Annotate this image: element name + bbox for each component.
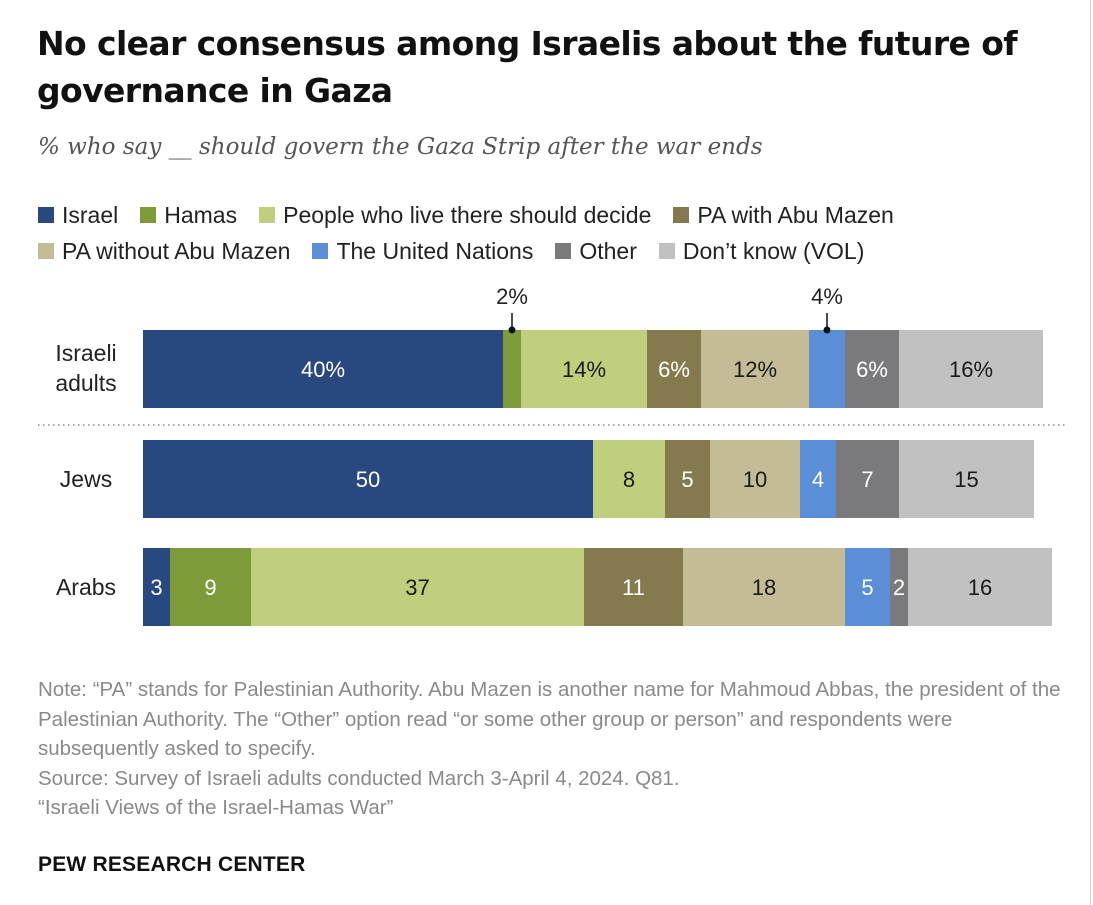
data-label-jews-don-t-know-vol: 15 (954, 467, 978, 492)
bar-segment-arabs-israel (143, 548, 170, 626)
notes: Note: “PA” stands for Palestinian Author… (38, 675, 1078, 823)
bar-segment-arabs-pa-with-abu-mazen (584, 548, 683, 626)
bar-segment-jews-the-united-nations (800, 440, 836, 518)
legend-swatch-hamas (140, 207, 157, 223)
callout-dot-hamas (508, 326, 516, 334)
bar-segment-arabs-hamas (170, 548, 251, 626)
bar-segment-jews-pa-without-abu-mazen (710, 440, 800, 518)
data-label-arabs-israel: 3 (150, 575, 162, 600)
chart-subtitle: % who say __ should govern the Gaza Stri… (38, 134, 763, 160)
data-label-arabs-people-who-live-there-should-decide: 37 (405, 575, 429, 600)
bar-segment-arabs-people-who-live-there-should-decide (251, 548, 584, 626)
data-label-jews-other: 7 (861, 467, 873, 492)
legend-item-united-nations: The United Nations (312, 238, 533, 265)
data-label-israeli-adults-don-t-know-vol: 16% (949, 357, 993, 382)
legend-item-israel: Israel (38, 202, 118, 229)
legend: Israel Hamas People who live there shoul… (38, 197, 1078, 269)
legend-label-hamas: Hamas (164, 201, 238, 228)
callout-dot-the-united-nations (823, 326, 831, 334)
legend-swatch-people-decide (259, 207, 276, 223)
row-label-jews: Jews (60, 466, 112, 492)
bar-segment-israeli-adults-hamas (503, 330, 521, 408)
legend-swatch-israel (38, 207, 54, 223)
note-text: Note: “PA” stands for Palestinian Author… (38, 678, 1061, 760)
callout-label-hamas: 2% (496, 284, 528, 309)
bar-segment-israeli-adults-the-united-nations (809, 330, 845, 408)
legend-item-dont-know: Don’t know (VOL) (658, 237, 865, 265)
data-label-israeli-adults-pa-with-abu-mazen: 6% (658, 357, 690, 382)
legend-label-israel: Israel (62, 201, 119, 228)
legend-row-1: Israel Hamas People who live there shoul… (38, 197, 1078, 233)
data-label-arabs-pa-without-abu-mazen: 18 (752, 575, 776, 600)
legend-swatch-pa-without-abu-mazen (38, 243, 54, 259)
data-label-israeli-adults-pa-without-abu-mazen: 12% (733, 357, 777, 382)
legend-item-pa-without-abu-mazen: PA without Abu Mazen (38, 238, 290, 265)
bar-segment-arabs-the-united-nations (845, 548, 890, 626)
legend-swatch-united-nations (312, 243, 329, 259)
legend-label-pa-without-abu-mazen: PA without Abu Mazen (62, 237, 291, 264)
report-title-text: “Israeli Views of the Israel-Hamas War” (38, 796, 394, 819)
legend-label-dont-know: Don’t know (VOL) (682, 237, 865, 264)
chart-title: No clear consensus among Israelis about … (37, 24, 1018, 110)
data-label-jews-pa-without-abu-mazen: 10 (743, 467, 767, 492)
bar-segment-jews-don-t-know-vol (899, 440, 1034, 518)
bar-segment-israeli-adults-pa-with-abu-mazen (647, 330, 701, 408)
legend-swatch-dont-know (658, 243, 675, 259)
legend-item-people-decide: People who live there should decide (259, 202, 651, 229)
bar-segment-jews-other (836, 440, 899, 518)
legend-swatch-other (555, 243, 572, 259)
row-label-arabs: Arabs (56, 574, 116, 600)
data-label-jews-people-who-live-there-should-decide: 8 (623, 467, 635, 492)
bar-segment-arabs-don-t-know-vol (908, 548, 1052, 626)
legend-label-united-nations: The United Nations (336, 237, 534, 264)
bar-segment-israeli-adults-israel (143, 330, 503, 408)
legend-item-pa-with-abu-mazen: PA with Abu Mazen (673, 201, 894, 229)
stacked-bar-chart: Israeli adults 40% 2% 14% 6% 12% 4% 6% 16% Jews 50 8… (38, 284, 1065, 626)
legend-label-pa-with-abu-mazen: PA with Abu Mazen (697, 201, 894, 228)
bar-segment-jews-people-who-live-there-should-decide (593, 440, 665, 518)
source-text: Source: Survey of Israeli adults conduct… (38, 766, 680, 790)
right-border-line (1090, 0, 1091, 905)
bar-segment-arabs-other (890, 548, 908, 626)
data-label-arabs-hamas: 9 (204, 575, 216, 600)
data-label-jews-pa-with-abu-mazen: 5 (681, 467, 693, 492)
bar-segment-israeli-adults-people-who-live-there-should-decide (521, 330, 647, 408)
bar-segment-jews-pa-with-abu-mazen (665, 440, 710, 518)
bar-segment-israeli-adults-other (845, 330, 899, 408)
data-label-arabs-pa-with-abu-mazen: 11 (622, 575, 645, 600)
bar-segment-jews-israel (143, 440, 593, 518)
data-label-arabs-the-united-nations: 5 (861, 575, 873, 600)
bar-segment-israeli-adults-don-t-know-vol (899, 330, 1043, 408)
legend-swatch-pa-with-abu-mazen (673, 207, 690, 223)
data-label-israeli-adults-people-who-live-there-should-decide: 14% (562, 357, 606, 382)
data-label-jews-the-united-nations: 4 (812, 467, 824, 492)
bar-segment-israeli-adults-pa-without-abu-mazen (701, 330, 809, 408)
data-label-arabs-other: 2 (893, 575, 905, 600)
legend-label-people-decide: People who live there should decide (283, 201, 652, 228)
data-label-arabs-don-t-know-vol: 16 (968, 575, 992, 600)
callout-label-the-united-nations: 4% (811, 284, 843, 309)
legend-label-other: Other (579, 237, 637, 264)
bar-segment-arabs-pa-without-abu-mazen (683, 548, 845, 626)
legend-item-hamas: Hamas (140, 202, 237, 229)
data-label-jews-israel: 50 (356, 467, 380, 492)
legend-row-2: PA without Abu Mazen The United Nations … (38, 233, 1078, 269)
legend-item-other: Other (555, 238, 637, 265)
data-label-israeli-adults-other: 6% (856, 357, 888, 382)
data-label-israeli-adults-israel: 40% (301, 357, 345, 382)
brand-logo-text: PEW RESEARCH CENTER (38, 853, 306, 876)
row-label-israeli-adults: Israeli adults (55, 340, 116, 396)
